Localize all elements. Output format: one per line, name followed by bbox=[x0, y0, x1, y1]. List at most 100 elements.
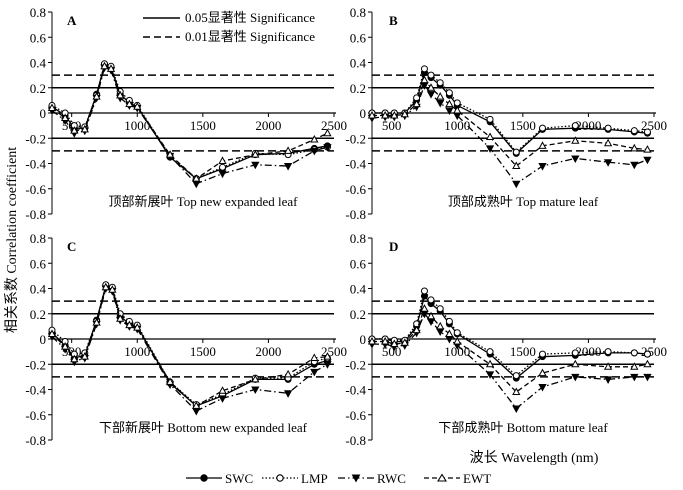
data-point-ewt-a bbox=[192, 174, 201, 182]
data-point-ewt-a bbox=[80, 124, 89, 133]
y-tick-label-d: 0.6 bbox=[350, 256, 367, 271]
data-point-rwc-b bbox=[512, 180, 521, 189]
y-tick-label-a: 0 bbox=[40, 106, 47, 121]
data-point-ewt-c bbox=[125, 320, 134, 329]
data-point-rwc-d bbox=[512, 405, 521, 413]
y-tick-label-d: -0.4 bbox=[345, 383, 366, 398]
y-tick-label-b: -0.2 bbox=[345, 131, 366, 146]
data-point-ewt-b bbox=[571, 136, 580, 144]
data-point-ewt-d bbox=[400, 338, 409, 346]
y-tick-label-a: 0.6 bbox=[30, 30, 47, 45]
data-point-ewt-a bbox=[100, 61, 109, 70]
data-point-ewt-a bbox=[133, 102, 142, 110]
data-point-rwc-b bbox=[603, 159, 613, 167]
y-tick-label-c: -0.8 bbox=[25, 433, 46, 448]
panel-caption-b: 顶部成熟叶 Top mature leaf bbox=[448, 194, 599, 209]
data-point-ewt-b bbox=[512, 161, 521, 170]
data-point-rwc-b bbox=[571, 155, 580, 163]
series-line-rwc-d bbox=[372, 312, 648, 410]
legend-ewt-label: EWT bbox=[463, 471, 491, 486]
data-point-rwc-d bbox=[630, 373, 639, 382]
y-tick-label-c: 0.6 bbox=[30, 256, 47, 271]
data-point-ewt-b bbox=[420, 75, 429, 84]
data-point-ewt-b bbox=[630, 143, 639, 152]
data-point-lmp-b bbox=[539, 124, 547, 132]
data-point-ewt-c bbox=[70, 354, 79, 363]
data-point-rwc-d bbox=[485, 371, 495, 379]
data-point-ewt-c bbox=[80, 352, 89, 360]
data-point-rwc-c bbox=[218, 395, 227, 403]
data-point-rwc-b bbox=[436, 99, 445, 108]
data-point-lmp-d bbox=[453, 329, 461, 337]
y-tick-label-b: -0.6 bbox=[345, 182, 366, 197]
data-point-lmp-b bbox=[630, 127, 638, 135]
data-point-ewt-a bbox=[60, 113, 70, 122]
data-point-ewt-b bbox=[426, 83, 436, 91]
data-point-ewt-d bbox=[453, 336, 462, 345]
data-point-ewt-b bbox=[380, 110, 390, 119]
data-point-ewt-a bbox=[92, 92, 101, 100]
data-point-rwc-d bbox=[571, 373, 580, 382]
y-tick-label-a: -0.8 bbox=[25, 207, 46, 222]
y-tick-label-c: -0.2 bbox=[25, 357, 46, 372]
data-point-ewt-d bbox=[445, 329, 454, 337]
data-point-ewt-a bbox=[106, 64, 116, 72]
data-point-ewt-b bbox=[538, 141, 547, 149]
x-tick-label-c: 1500 bbox=[190, 344, 216, 359]
y-tick-label-a: 0.8 bbox=[30, 5, 46, 20]
data-point-ewt-b bbox=[400, 109, 409, 118]
data-point-lmp-d bbox=[512, 372, 520, 380]
data-point-ewt-b bbox=[412, 99, 421, 108]
data-point-ewt-d bbox=[367, 336, 377, 345]
data-point-ewt-d bbox=[426, 311, 436, 320]
y-tick-label-d: 0.4 bbox=[350, 282, 367, 297]
data-point-ewt-d bbox=[643, 359, 652, 368]
y-tick-label-a: -0.2 bbox=[25, 131, 46, 146]
data-point-lmp-a bbox=[219, 163, 227, 171]
data-point-ewt-d bbox=[603, 362, 613, 370]
x-tick-label-d: 1000 bbox=[444, 344, 470, 359]
data-point-rwc-c bbox=[251, 386, 260, 395]
y-tick-label-c: -0.6 bbox=[25, 408, 46, 423]
legend-lmp-label: LMP bbox=[301, 471, 328, 486]
legend-item-lmp: LMP bbox=[262, 471, 328, 486]
data-point-rwc-a bbox=[251, 161, 260, 170]
panel-caption-d: 下部成熟叶 Bottom mature leaf bbox=[438, 420, 608, 435]
data-point-lmp-b bbox=[436, 79, 444, 87]
data-point-lmp-d bbox=[643, 350, 651, 358]
x-tick-label-b: 500 bbox=[382, 118, 402, 133]
x-tick-label-b: 1500 bbox=[510, 118, 536, 133]
x-tick-label-c: 2000 bbox=[255, 344, 281, 359]
data-point-ewt-b bbox=[390, 110, 399, 119]
data-point-ewt-d bbox=[380, 336, 390, 345]
data-point-ewt-a bbox=[165, 150, 175, 158]
data-point-lmp-b bbox=[571, 122, 579, 130]
data-point-lmp-d bbox=[445, 317, 453, 325]
panel-b: -0.8 -0.6 -0.4 -0.2 0 0.2 0.4 0.6 0.8 500 1000 1500… bbox=[345, 5, 667, 222]
y-tick-label-c: 0.2 bbox=[30, 307, 46, 322]
data-point-ewt-a bbox=[47, 103, 57, 111]
y-tick-label-c: 0.8 bbox=[30, 231, 46, 246]
y-tick-label-d: 0.2 bbox=[350, 307, 366, 322]
data-point-ewt-b bbox=[485, 132, 495, 140]
panel-letter-a: A bbox=[67, 13, 77, 28]
data-point-rwc-a bbox=[310, 147, 319, 156]
data-point-lmp-b bbox=[512, 148, 520, 156]
data-point-rwc-c bbox=[283, 390, 293, 398]
legend-p005-label: 0.05显著性 Significance bbox=[185, 10, 315, 25]
data-point-rwc-d bbox=[426, 318, 436, 326]
data-point-ewt-a bbox=[218, 156, 227, 164]
data-point-ewt-c bbox=[218, 386, 227, 394]
data-point-ewt-d bbox=[485, 359, 495, 368]
y-axis-label: 相关系数 Correlation coefficient bbox=[4, 147, 20, 333]
data-point-ewt-c bbox=[310, 353, 319, 361]
x-tick-label-a: 2500 bbox=[321, 118, 347, 133]
legend-swc-label: SWC bbox=[225, 471, 253, 486]
y-tick-label-a: 0.2 bbox=[30, 81, 46, 96]
data-point-lmp-d bbox=[420, 287, 428, 295]
data-point-rwc-b bbox=[630, 161, 639, 170]
y-tick-label-a: -0.4 bbox=[25, 157, 46, 172]
data-point-ewt-c bbox=[133, 323, 142, 331]
data-point-ewt-c bbox=[60, 342, 70, 350]
